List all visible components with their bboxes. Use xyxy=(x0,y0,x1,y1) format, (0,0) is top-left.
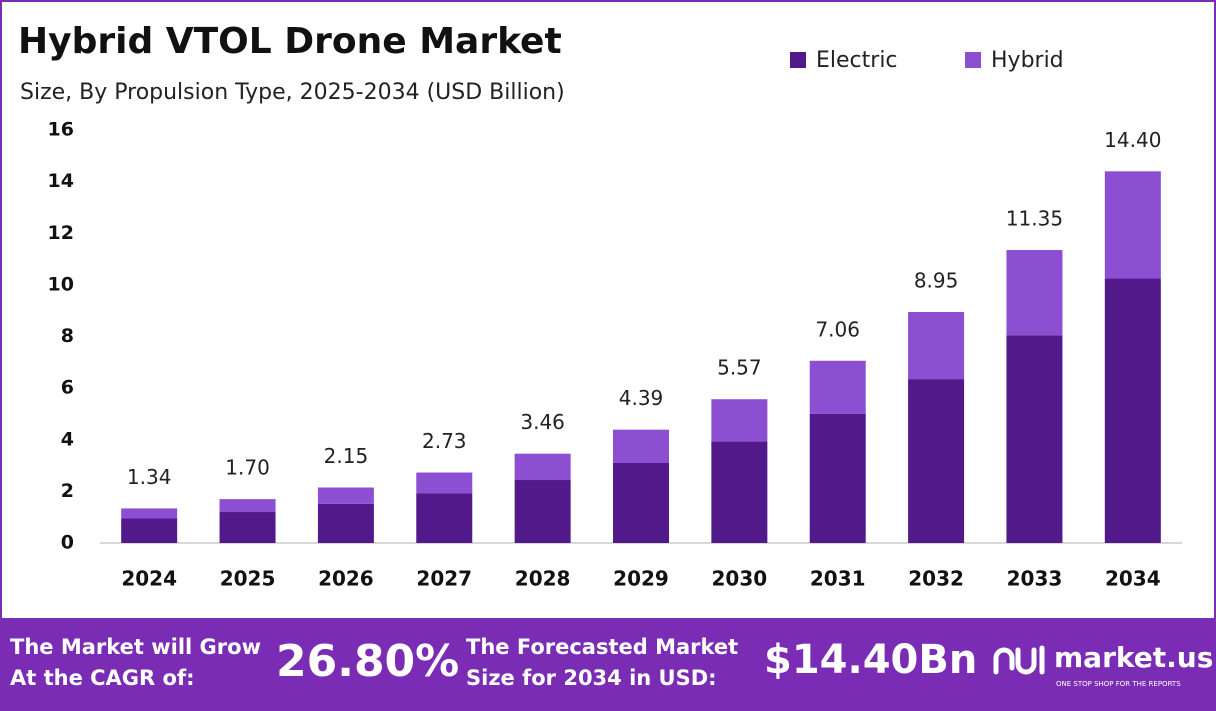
x-tick-label: 2030 xyxy=(712,567,768,591)
x-tick-label: 2025 xyxy=(220,567,276,591)
total-label: 7.06 xyxy=(815,317,860,341)
brand-logo xyxy=(993,645,1045,675)
bar-segment xyxy=(809,413,866,543)
total-label: 1.34 xyxy=(127,465,172,489)
footer: The Market will Grow At the CAGR of: 26.… xyxy=(1,618,1215,710)
footer-text: At the CAGR of: xyxy=(10,666,195,690)
bar-segment xyxy=(514,453,571,481)
bar-segment xyxy=(711,441,768,543)
bar-segment xyxy=(711,399,768,442)
bar-segment xyxy=(613,462,669,543)
footer-text: The Forecasted Market xyxy=(466,635,738,659)
bar-segment xyxy=(809,360,866,414)
total-label: 2.15 xyxy=(324,444,369,468)
bar-segment xyxy=(121,518,178,543)
x-tick-label: 2028 xyxy=(515,567,571,591)
bar-segment xyxy=(1006,335,1063,543)
bar-segment xyxy=(416,493,473,543)
legend-swatch xyxy=(790,52,806,68)
total-label: 8.95 xyxy=(914,268,959,292)
x-tick-label: 2032 xyxy=(908,567,964,591)
footer-text: Size for 2034 in USD: xyxy=(466,666,717,690)
x-tick-label: 2024 xyxy=(121,567,177,591)
y-tick-label: 12 xyxy=(48,222,74,244)
forecast-value: $14.40Bn xyxy=(764,637,977,683)
brand-name: market.us xyxy=(1054,641,1213,674)
y-tick-label: 14 xyxy=(48,170,74,192)
bar-segment xyxy=(908,379,965,543)
legend-label: Hybrid xyxy=(991,48,1064,73)
y-tick-label: 10 xyxy=(48,273,74,295)
bar-segment xyxy=(1006,250,1063,336)
bar-segment xyxy=(1104,171,1161,279)
y-tick-label: 2 xyxy=(61,480,74,502)
bar-segment xyxy=(219,499,276,513)
bar-segment xyxy=(1104,278,1161,543)
bar-segment xyxy=(908,311,965,380)
total-label: 14.40 xyxy=(1104,128,1161,152)
bar-segment xyxy=(514,480,571,543)
x-tick-label: 2026 xyxy=(318,567,374,591)
y-tick-label: 6 xyxy=(61,377,74,399)
bar-segment xyxy=(219,512,276,543)
brand-tagline: ONE STOP SHOP FOR THE REPORTS xyxy=(1056,680,1181,688)
chart-subtitle: Size, By Propulsion Type, 2025-2034 (USD… xyxy=(20,80,565,105)
bar-segment xyxy=(416,472,473,494)
legend-swatch xyxy=(965,52,981,68)
x-tick-label: 2027 xyxy=(416,567,472,591)
y-tick-label: 0 xyxy=(61,532,74,554)
x-tick-label: 2029 xyxy=(613,567,669,591)
bar-segment xyxy=(121,508,178,519)
chart-title: Hybrid VTOL Drone Market xyxy=(18,21,562,62)
cagr-value: 26.80% xyxy=(276,636,459,687)
bar-segment xyxy=(317,487,374,504)
legend-label: Electric xyxy=(816,48,898,73)
y-tick-label: 8 xyxy=(61,325,74,347)
y-tick-label: 16 xyxy=(48,119,74,141)
total-label: 1.70 xyxy=(225,456,270,480)
x-tick-label: 2031 xyxy=(810,567,866,591)
total-label: 11.35 xyxy=(1006,207,1063,231)
total-label: 2.73 xyxy=(422,429,467,453)
total-label: 5.57 xyxy=(717,356,762,380)
bar-segment xyxy=(613,429,669,463)
total-label: 4.39 xyxy=(619,386,664,410)
bar-segment xyxy=(317,503,374,543)
footer-text: The Market will Grow xyxy=(10,635,261,659)
total-label: 3.46 xyxy=(520,410,565,434)
y-tick-label: 4 xyxy=(61,428,74,450)
x-tick-label: 2033 xyxy=(1007,567,1063,591)
x-tick-label: 2034 xyxy=(1105,567,1161,591)
